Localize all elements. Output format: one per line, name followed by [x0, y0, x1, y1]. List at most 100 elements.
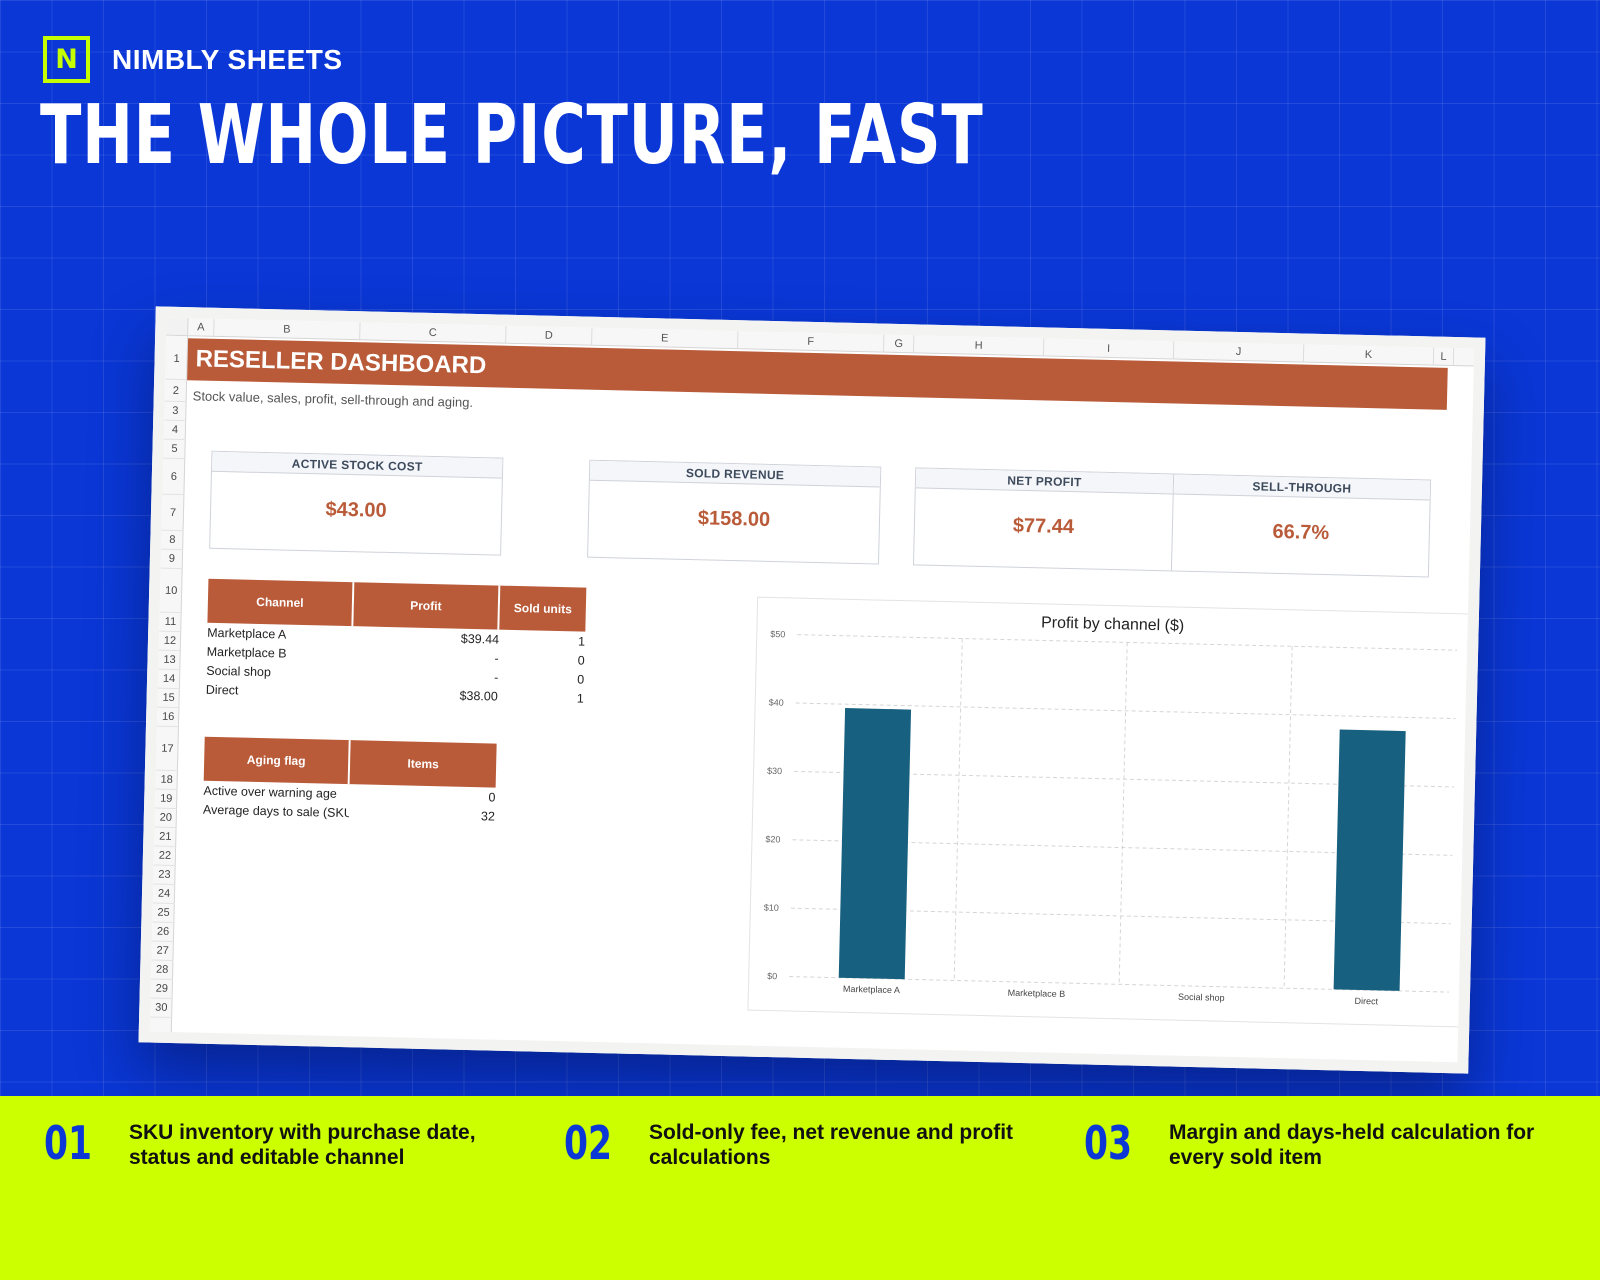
cell-channel[interactable]: Social shop [206, 663, 272, 679]
feature-number: 03 [1084, 1116, 1133, 1170]
cell-channel[interactable]: Marketplace A [207, 625, 287, 642]
feature-item: 02 Sold-only fee, net revenue and profit… [564, 1120, 1049, 1170]
row-number-23[interactable]: 23 [153, 865, 176, 886]
row-number-8[interactable]: 8 [161, 530, 184, 551]
cell-items[interactable]: 0 [488, 789, 496, 805]
feature-number: 02 [564, 1116, 613, 1170]
gridline [953, 638, 963, 981]
column-letter-h[interactable]: H [913, 335, 1045, 357]
row-number-10[interactable]: 10 [159, 568, 183, 614]
kpi-value: $77.44 [1012, 514, 1075, 539]
x-tick-label: Social shop [1178, 992, 1225, 1003]
feature-item: 03 Margin and days-held calculation for … [1084, 1120, 1569, 1170]
row-number-27[interactable]: 27 [151, 941, 174, 962]
row-number-20[interactable]: 20 [154, 808, 178, 829]
x-tick-label: Marketplace A [843, 984, 900, 995]
cell-aging-flag[interactable]: Active over warning age [203, 783, 338, 801]
column-letter-k[interactable]: K [1303, 344, 1435, 366]
row-header-bar: 1 2 3 4 5 6 7 8 9 10 11 12 13 14 15 16 17 18 19 20 21 22 23 24 2… [149, 335, 189, 1033]
row-number-16[interactable]: 16 [156, 707, 180, 728]
cell-channel[interactable]: Marketplace B [206, 644, 287, 661]
row-number-17[interactable]: 17 [155, 726, 179, 772]
row-number-26[interactable]: 26 [151, 922, 175, 943]
bar-direct [1333, 729, 1406, 991]
select-all-corner[interactable] [166, 317, 189, 337]
row-number-13[interactable]: 13 [158, 650, 181, 671]
profit-chart[interactable]: Profit by channel ($) $0 $10 $20 $30 $40 $50 M… [747, 596, 1469, 1028]
cell-channel[interactable]: Direct [205, 682, 239, 697]
aging-table: Aging flag Items Active over warning age… [202, 736, 497, 826]
row-number-29[interactable]: 29 [150, 979, 173, 1000]
column-letter-e[interactable]: E [592, 327, 739, 350]
feature-number: 01 [44, 1116, 93, 1170]
column-header-items[interactable]: Items [349, 740, 497, 788]
column-letter-d[interactable]: D [506, 325, 593, 346]
gridline [795, 702, 1456, 720]
row-number-3[interactable]: 3 [164, 401, 187, 422]
row-number-1[interactable]: 1 [165, 337, 189, 381]
row-number-6[interactable]: 6 [162, 458, 186, 496]
column-letter-f[interactable]: F [738, 331, 885, 353]
column-letter-c[interactable]: C [360, 322, 507, 344]
row-number-9[interactable]: 9 [160, 549, 184, 570]
y-tick-label: $40 [769, 697, 784, 707]
y-tick-label: $20 [765, 834, 780, 844]
cell-profit[interactable]: - [494, 651, 499, 666]
row-number-28[interactable]: 28 [150, 960, 174, 981]
y-tick-label: $50 [770, 629, 785, 639]
cell-items[interactable]: 32 [480, 808, 496, 824]
column-letter-b[interactable]: B [214, 318, 361, 341]
column-header-aging-flag[interactable]: Aging flag [203, 736, 351, 785]
cell-sold-units[interactable]: 1 [577, 633, 586, 649]
column-letter-j[interactable]: J [1173, 341, 1305, 363]
column-letter-l[interactable]: L [1433, 347, 1455, 367]
y-tick-label: $30 [767, 766, 782, 776]
column-header-sold-units[interactable]: Sold units [499, 585, 587, 632]
cell-sold-units[interactable]: 0 [577, 671, 585, 687]
cell-profit[interactable]: $38.00 [459, 688, 498, 704]
row-number-21[interactable]: 21 [154, 827, 177, 848]
bar-marketplace-a [838, 708, 912, 980]
row-number-30[interactable]: 30 [150, 998, 173, 1019]
feature-item: 01 SKU inventory with purchase date, sta… [44, 1120, 529, 1170]
column-header-profit[interactable]: Profit [353, 582, 501, 630]
column-header-channel[interactable]: Channel [207, 578, 355, 627]
y-tick-label: $10 [764, 903, 779, 913]
cell-aging-flag[interactable]: Average days to sale (SKU) [202, 802, 350, 820]
row-number-11[interactable]: 11 [159, 612, 182, 633]
brand-logo: N [43, 36, 90, 83]
kpi-active-stock-cost: ACTIVE STOCK COST $43.00 [209, 450, 504, 556]
brand: N NIMBLY SHEETS [43, 36, 343, 83]
column-letter-a[interactable]: A [188, 318, 215, 337]
row-number-25[interactable]: 25 [152, 903, 175, 924]
cell-profit[interactable]: $39.44 [460, 631, 500, 647]
table-header-row: Aging flag Items [203, 736, 497, 788]
kpi-value: $158.00 [697, 507, 771, 531]
channel-table: Channel Profit Sold units Marketplace A … [205, 578, 587, 708]
feature-band: 01 SKU inventory with purchase date, sta… [0, 1096, 1600, 1280]
row-number-2[interactable]: 2 [164, 379, 188, 403]
column-letter-g[interactable]: G [883, 334, 915, 354]
row-number-19[interactable]: 19 [155, 789, 178, 810]
row-number-22[interactable]: 22 [153, 846, 177, 867]
row-number-12[interactable]: 12 [158, 631, 182, 652]
feature-text: SKU inventory with purchase date, status… [129, 1121, 476, 1169]
row-number-14[interactable]: 14 [157, 669, 181, 690]
row-number-24[interactable]: 24 [152, 884, 176, 905]
row-number-18[interactable]: 18 [155, 770, 178, 791]
column-letter-i[interactable]: I [1043, 338, 1175, 360]
row-number-5[interactable]: 5 [163, 439, 186, 460]
cell-profit[interactable]: - [493, 670, 499, 685]
y-tick-label: $0 [767, 971, 777, 981]
kpi-label: SELL-THROUGH [1173, 474, 1431, 501]
row-number-15[interactable]: 15 [157, 688, 180, 709]
sheet-subtitle: Stock value, sales, profit, sell-through… [192, 388, 474, 410]
row-number-4[interactable]: 4 [163, 420, 187, 441]
cell-sold-units[interactable]: 0 [577, 652, 585, 668]
kpi-label: SOLD REVENUE [589, 460, 881, 488]
cell-sold-units[interactable]: 1 [576, 690, 584, 706]
chart-plot: $0 $10 $20 $30 $40 $50 Marketplace A Marketplac… [764, 629, 1458, 1006]
gridline [1283, 646, 1293, 989]
row-number-7[interactable]: 7 [161, 494, 185, 532]
